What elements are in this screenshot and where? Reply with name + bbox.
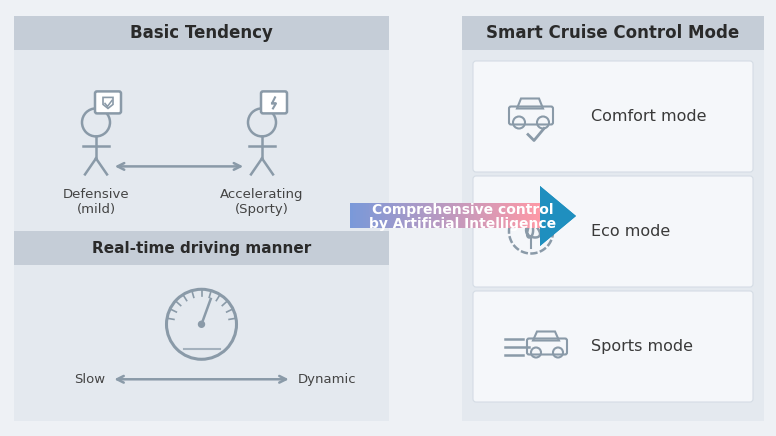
Polygon shape (505, 203, 508, 228)
Polygon shape (467, 203, 470, 228)
Polygon shape (476, 203, 480, 228)
Polygon shape (508, 203, 511, 228)
Polygon shape (480, 203, 483, 228)
FancyBboxPatch shape (462, 16, 764, 50)
Text: Comfort mode: Comfort mode (591, 109, 706, 124)
Text: Basic Tendency: Basic Tendency (130, 24, 273, 42)
Polygon shape (432, 203, 435, 228)
Text: Accelerating
(Sporty): Accelerating (Sporty) (220, 188, 303, 216)
Text: Sports mode: Sports mode (591, 339, 693, 354)
Polygon shape (411, 203, 414, 228)
Polygon shape (514, 203, 518, 228)
Text: Comprehensive control: Comprehensive control (372, 202, 554, 217)
Text: Smart Cruise Control Mode: Smart Cruise Control Mode (487, 24, 740, 42)
Polygon shape (365, 203, 369, 228)
Polygon shape (435, 203, 438, 228)
Polygon shape (438, 203, 442, 228)
Polygon shape (540, 186, 576, 246)
Polygon shape (449, 203, 452, 228)
Polygon shape (521, 203, 524, 228)
Polygon shape (537, 203, 540, 228)
FancyBboxPatch shape (14, 16, 389, 421)
Polygon shape (452, 203, 455, 228)
Polygon shape (372, 203, 376, 228)
Polygon shape (458, 203, 461, 228)
Polygon shape (394, 203, 397, 228)
Polygon shape (531, 203, 534, 228)
Polygon shape (382, 203, 385, 228)
Polygon shape (473, 203, 476, 228)
Polygon shape (379, 203, 382, 228)
Polygon shape (369, 203, 372, 228)
Polygon shape (483, 203, 487, 228)
Polygon shape (385, 203, 388, 228)
Polygon shape (499, 203, 502, 228)
FancyBboxPatch shape (473, 176, 753, 287)
Polygon shape (414, 203, 417, 228)
Polygon shape (461, 203, 464, 228)
Polygon shape (407, 203, 411, 228)
Polygon shape (487, 203, 490, 228)
Polygon shape (376, 203, 379, 228)
Text: Real-time driving manner: Real-time driving manner (92, 241, 311, 255)
FancyBboxPatch shape (473, 61, 753, 172)
FancyBboxPatch shape (14, 231, 389, 265)
Polygon shape (493, 203, 496, 228)
Polygon shape (511, 203, 514, 228)
FancyBboxPatch shape (95, 92, 121, 113)
Polygon shape (464, 203, 467, 228)
Polygon shape (429, 203, 432, 228)
Text: Defensive
(mild): Defensive (mild) (63, 188, 130, 216)
Polygon shape (524, 203, 528, 228)
Polygon shape (423, 203, 426, 228)
Circle shape (199, 321, 205, 327)
Polygon shape (362, 203, 365, 228)
Polygon shape (502, 203, 505, 228)
Polygon shape (350, 203, 353, 228)
Polygon shape (442, 203, 445, 228)
Polygon shape (426, 203, 429, 228)
FancyBboxPatch shape (473, 291, 753, 402)
Text: Eco mode: Eco mode (591, 224, 670, 239)
Polygon shape (496, 203, 499, 228)
Polygon shape (420, 203, 423, 228)
FancyBboxPatch shape (14, 16, 389, 50)
Polygon shape (404, 203, 407, 228)
Polygon shape (391, 203, 394, 228)
Polygon shape (356, 203, 359, 228)
FancyBboxPatch shape (462, 16, 764, 421)
Polygon shape (353, 203, 356, 228)
Polygon shape (455, 203, 458, 228)
Polygon shape (397, 203, 400, 228)
Text: Slow: Slow (74, 373, 106, 386)
Polygon shape (518, 203, 521, 228)
Polygon shape (528, 203, 531, 228)
Polygon shape (540, 186, 576, 246)
Polygon shape (417, 203, 420, 228)
Text: Dynamic: Dynamic (297, 373, 356, 386)
Polygon shape (490, 203, 493, 228)
Polygon shape (534, 203, 537, 228)
FancyBboxPatch shape (261, 92, 287, 113)
Polygon shape (388, 203, 391, 228)
Polygon shape (470, 203, 473, 228)
Polygon shape (400, 203, 404, 228)
Polygon shape (359, 203, 362, 228)
Text: by Artificial Intelligence: by Artificial Intelligence (369, 217, 556, 231)
Polygon shape (445, 203, 449, 228)
